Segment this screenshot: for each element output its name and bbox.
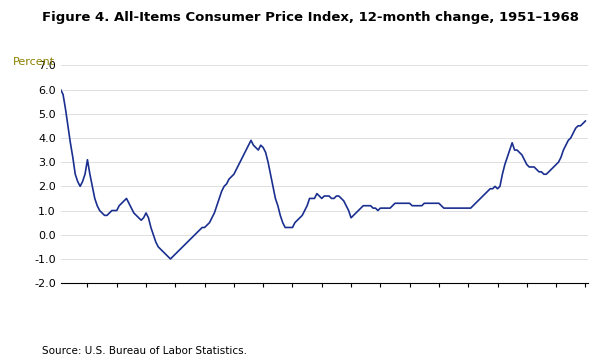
Text: Source: U.S. Bureau of Labor Statistics.: Source: U.S. Bureau of Labor Statistics. xyxy=(42,346,247,356)
Text: Percent: Percent xyxy=(13,57,55,67)
Text: Figure 4. All-Items Consumer Price Index, 12-month change, 1951–1968: Figure 4. All-Items Consumer Price Index… xyxy=(42,11,579,24)
